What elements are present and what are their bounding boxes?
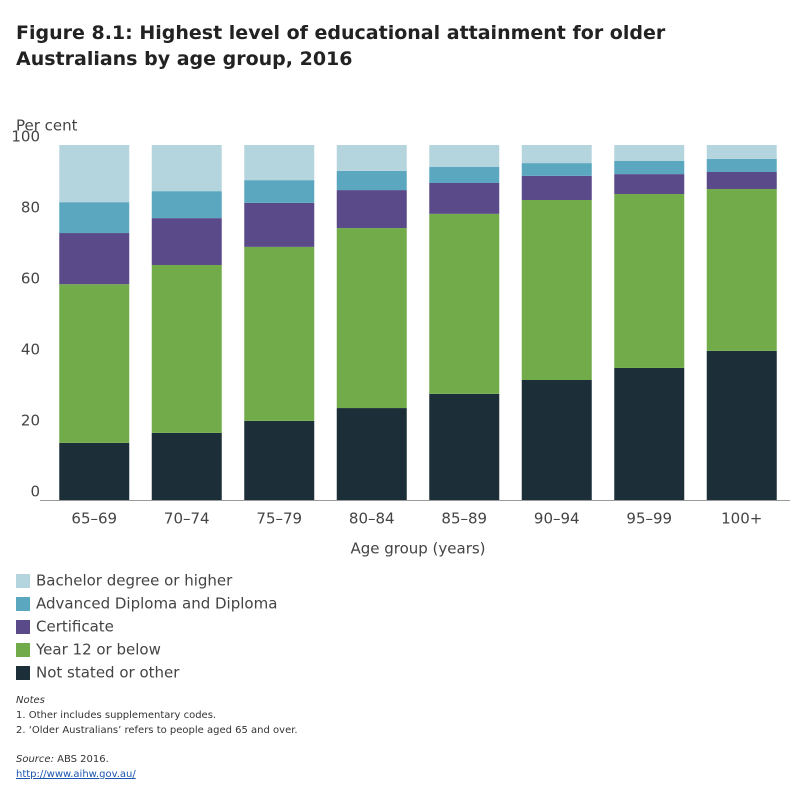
legend-label: Bachelor degree or higher [36, 572, 233, 590]
legend-swatch [16, 574, 30, 588]
legend-label: Advanced Diploma and Diploma [36, 595, 277, 613]
y-tick-label: 0 [30, 483, 40, 501]
x-axis-label: Age group (years) [350, 540, 485, 558]
bar-segment [336, 190, 407, 229]
x-tick-label: 80–84 [349, 510, 395, 528]
legend-swatch [16, 620, 30, 634]
x-tick-label: 85–89 [441, 510, 487, 528]
bar-segment [521, 200, 592, 381]
source: Source: ABS 2016. [16, 752, 298, 767]
footnotes: Notes 1. Other includes supplementary co… [16, 693, 298, 782]
bar-segment [336, 228, 407, 409]
legend-swatch [16, 643, 30, 657]
y-tick-label: 60 [21, 270, 40, 288]
bar-segment [614, 160, 685, 175]
bar-segment [429, 145, 500, 168]
bar-segment [244, 145, 315, 181]
bar-segment [59, 284, 130, 443]
bar-segment [336, 408, 407, 500]
bar-segment [151, 264, 222, 433]
bar-segment [336, 170, 407, 191]
bar-segment [244, 420, 315, 500]
legend-label: Year 12 or below [35, 641, 161, 659]
bar-segment [429, 167, 500, 183]
bar-segment [151, 191, 222, 219]
notes-title: Notes [16, 695, 45, 706]
bar-segment [706, 189, 777, 351]
bar-segment [59, 442, 130, 500]
x-tick-label: 100+ [721, 510, 762, 528]
bar-segment [614, 145, 685, 161]
bar-segment [59, 202, 130, 234]
bar-segment [706, 171, 777, 190]
y-tick-label: 40 [21, 341, 40, 359]
source-label: Source: [16, 754, 54, 765]
y-tick-label: 20 [21, 412, 40, 430]
x-tick-label: 95–99 [626, 510, 672, 528]
bar-segment [336, 145, 407, 171]
x-tick-label: 65–69 [71, 510, 117, 528]
bar-segment [521, 175, 592, 201]
legend-label: Certificate [36, 618, 114, 636]
bar-segment [521, 163, 592, 176]
source-text: ABS 2016. [53, 754, 109, 765]
y-tick-label: 80 [21, 199, 40, 217]
bar-segment [706, 145, 777, 159]
bar-segment [706, 350, 777, 500]
chart-title: Figure 8.1: Highest level of educational… [16, 22, 666, 70]
legend-swatch [16, 666, 30, 680]
bar-segment [614, 367, 685, 500]
bar-segment [59, 233, 130, 285]
x-tick-label: 75–79 [256, 510, 302, 528]
x-tick-label: 90–94 [534, 510, 580, 528]
bar-segment [429, 393, 500, 500]
y-tick-label: 100 [11, 128, 40, 146]
bar-segment [429, 182, 500, 214]
bar-segment [706, 158, 777, 172]
bar-segment [614, 174, 685, 194]
bar-segment [614, 193, 685, 368]
bar-segment [521, 380, 592, 500]
y-axis-label: Per cent [16, 117, 78, 135]
bar-segment [59, 145, 130, 203]
x-tick-label: 70–74 [164, 510, 210, 528]
bar-segment [521, 145, 592, 164]
bar-segment [244, 180, 315, 203]
note: 2. ‘Older Australians’ refers to people … [16, 725, 298, 736]
bar-segment [151, 432, 222, 500]
legend-swatch [16, 597, 30, 611]
bar-segment [244, 202, 315, 247]
bar-segment [244, 246, 315, 421]
link[interactable]: http://www.aihw.gov.au/ [16, 769, 136, 780]
note: 1. Other includes supplementary codes. [16, 710, 217, 721]
legend-label: Not stated or other [36, 664, 180, 682]
bar-segment [151, 145, 222, 192]
bar-segment [429, 213, 500, 394]
bar-segment [151, 218, 222, 265]
